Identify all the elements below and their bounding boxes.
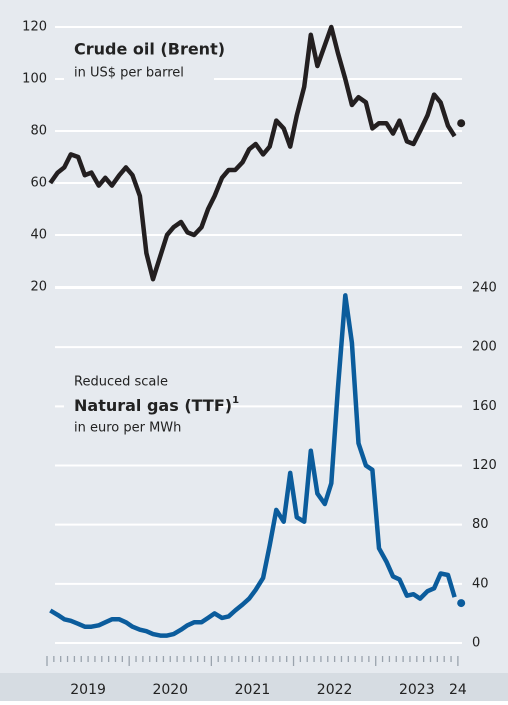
- y2-tick-label: 0: [472, 636, 480, 651]
- x-tick-label: 2019: [70, 682, 106, 698]
- series-note: Reduced scale: [74, 375, 168, 390]
- x-tick-label: 2022: [317, 682, 353, 698]
- series-line: [49, 293, 457, 638]
- y-tick-label: 80: [30, 124, 47, 139]
- y-tick-label: 20: [30, 280, 47, 295]
- series-title: Crude oil (Brent): [74, 40, 225, 59]
- x-tick-label: 24: [449, 682, 467, 698]
- x-tick-label: 2020: [152, 682, 188, 698]
- series-name: Natural gas (TTF): [74, 396, 232, 415]
- y-tick-label: 100: [22, 72, 47, 87]
- footnote-mark: 1: [232, 395, 239, 406]
- y2-tick-label: 120: [472, 458, 497, 473]
- y-tick-label: 60: [30, 176, 47, 191]
- series-title: Natural gas (TTF)1: [74, 395, 239, 415]
- y-tick-label: 40: [30, 228, 47, 243]
- y-tick-label: 120: [22, 20, 47, 35]
- label-box: [64, 366, 214, 440]
- last-point: [457, 119, 466, 128]
- x-axis-band: [0, 673, 508, 701]
- x-tick-label: 2021: [235, 682, 271, 698]
- y2-tick-label: 80: [472, 517, 489, 532]
- y2-tick-label: 240: [472, 281, 497, 296]
- label-box: [64, 34, 214, 90]
- series-unit: in euro per MWh: [74, 421, 181, 436]
- x-tick-label: 2023: [399, 682, 435, 698]
- last-point: [457, 599, 466, 608]
- y2-tick-label: 40: [472, 576, 489, 591]
- y2-tick-label: 160: [472, 399, 497, 414]
- series-line: [48, 24, 457, 282]
- series-unit: in US$ per barrel: [74, 66, 184, 81]
- y2-tick-label: 200: [472, 340, 497, 355]
